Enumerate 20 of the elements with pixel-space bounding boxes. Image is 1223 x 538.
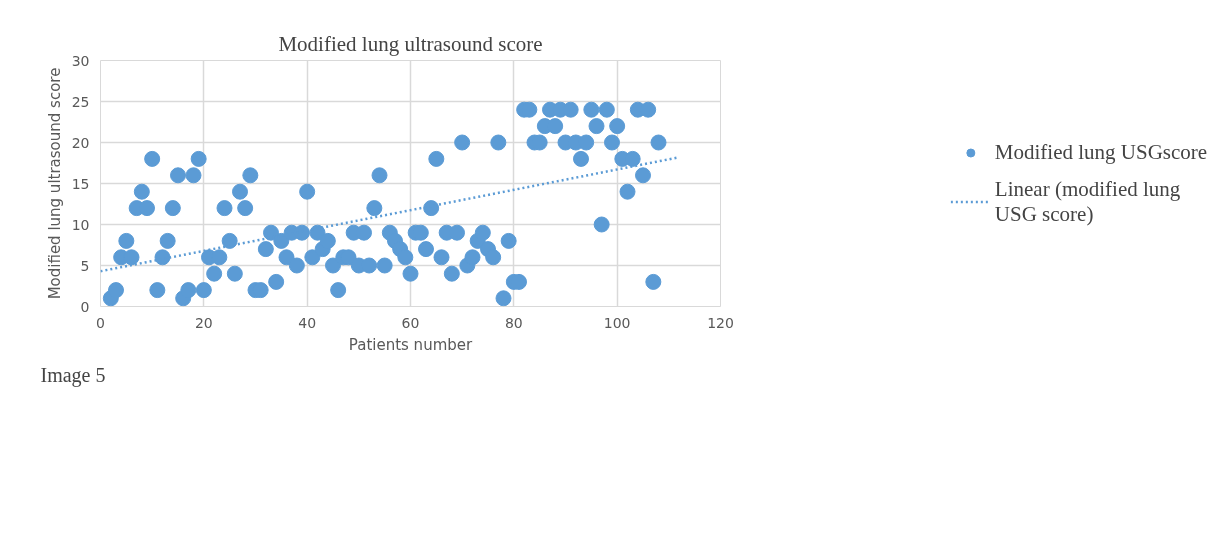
y-tick-label: 10: [71, 216, 90, 233]
y-tick-label: 25: [71, 93, 90, 110]
x-tick-label: 100: [603, 314, 631, 331]
x-tick-label: 120: [707, 314, 734, 331]
text: Image 5: [40, 363, 106, 387]
y-tick-label: 20: [71, 134, 90, 151]
x-tick-label: 80: [504, 314, 523, 331]
chart-title: Modified lung ultrasound score: [278, 31, 543, 56]
y-tick-label: 5: [80, 257, 90, 274]
x-axis-title: Patients number: [348, 335, 474, 354]
x-tick-label: 0: [96, 314, 105, 331]
y-tick-label: 0: [80, 298, 90, 315]
legend-label: Modified lung USGscore: [994, 139, 1208, 165]
x-tick-label: 20: [194, 314, 213, 331]
y-tick-label: 30: [71, 52, 90, 69]
y-tick-label: 15: [71, 175, 90, 192]
y-axis-title: Modified lung ultrasound score: [45, 67, 64, 300]
x-tick-label: 60: [401, 314, 420, 331]
x-tick-label: 40: [298, 314, 317, 331]
legend-label: Linear (modified lung USG score): [994, 176, 1181, 227]
